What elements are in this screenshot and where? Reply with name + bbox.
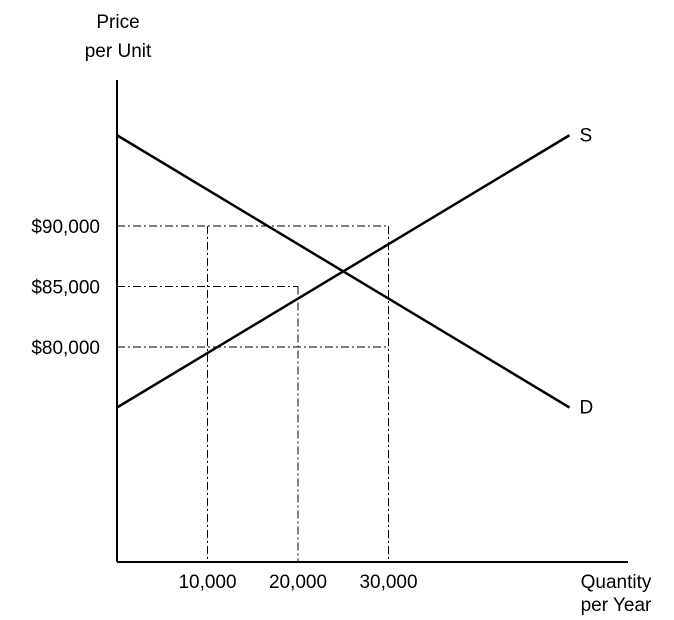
- x-tick-label: 30,000: [359, 572, 417, 593]
- reference-lines: [117, 225, 389, 562]
- axes: [116, 80, 628, 563]
- x-axis-label-line2: per Year: [581, 595, 652, 616]
- series-label-d: D: [580, 398, 594, 419]
- x-tick-label: 20,000: [269, 572, 327, 593]
- x-tick-labels: 10,000 20,000 30,000: [178, 572, 417, 593]
- y-axis-label-line1: Price: [96, 12, 139, 33]
- y-axis-label-line2: per Unit: [85, 41, 152, 62]
- y-tick-label: $80,000: [31, 338, 100, 359]
- x-tick-label: 10,000: [178, 572, 236, 593]
- y-tick-label: $85,000: [31, 278, 100, 299]
- series-line-d: [116, 134, 571, 409]
- series-labels: SD: [580, 125, 594, 418]
- series-lines: [116, 134, 571, 409]
- y-tick-labels: $80,000 $85,000 $90,000: [31, 217, 100, 359]
- series-label-s: S: [580, 125, 593, 146]
- x-axis-label-line1: Quantity: [581, 572, 652, 593]
- y-tick-label: $90,000: [31, 217, 100, 238]
